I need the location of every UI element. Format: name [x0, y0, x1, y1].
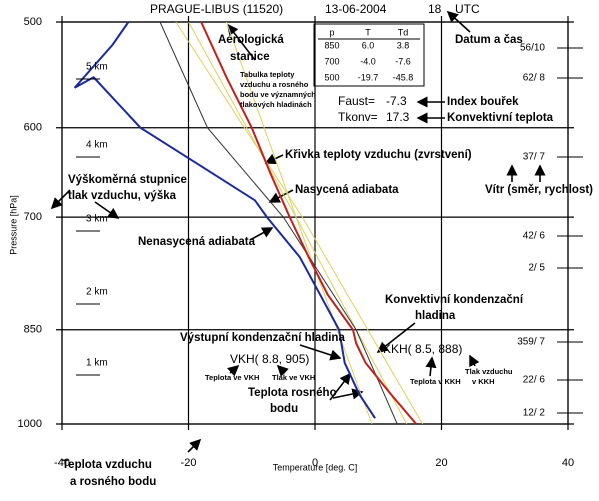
y-axis-label: Pressure [hPa]	[8, 195, 18, 255]
series-line	[73, 21, 376, 419]
annotation: tlak vzduchu, výška	[68, 190, 177, 202]
annotation: Index bouřek	[447, 96, 519, 108]
index-label: Tkonv=	[338, 110, 378, 124]
annotation: Křivka teploty vzduchu (zvrstvení)	[285, 149, 472, 161]
small-annotation: v KKH	[472, 377, 495, 386]
wind-label: 62/ 8	[523, 73, 546, 84]
index-value: -7.3	[386, 94, 407, 108]
table-cell: 3.8	[397, 40, 410, 50]
series-line	[200, 21, 417, 425]
small-annotation: tlakových hladinách	[240, 100, 312, 109]
annotation: Vítr (směr, rychlost)	[485, 184, 593, 196]
small-annotation: Teplota v KKH	[410, 377, 461, 386]
vkh-label: VKH( 8.8, 905)	[230, 352, 309, 366]
table-cell: 850	[324, 40, 339, 50]
small-annotation: Tlak ve VKH	[272, 373, 315, 382]
y-tick-label: 500	[24, 16, 42, 28]
header-timezone: UTC	[455, 2, 480, 16]
table-cell: -7.6	[395, 56, 411, 66]
annotation: hladina	[415, 310, 456, 322]
y-tick-label: 850	[24, 324, 42, 336]
series-line	[159, 21, 398, 425]
height-label: 1 km	[86, 358, 108, 369]
annotation: a rosného bodu	[70, 476, 156, 488]
small-annotation: Teplota ve VKH	[205, 373, 259, 382]
small-annotation: vzduchu a rosného	[240, 80, 309, 89]
small-annotation: Tabulka teploty	[240, 70, 295, 79]
height-label: 5 km	[86, 62, 108, 73]
header-title: PRAGUE-LIBUS (11520)	[150, 2, 283, 16]
table-header: Td	[398, 27, 409, 37]
wind-label: 359/ 7	[517, 337, 545, 348]
small-annotation: Tlak vzduchu	[465, 367, 513, 376]
annotation: stanice	[230, 51, 270, 63]
kkh-label: KKH( 8.5, 888)	[383, 342, 462, 356]
y-tick-label: 600	[24, 122, 42, 134]
annotation: Nenasycená adiabata	[138, 236, 256, 248]
table-header: p	[329, 27, 334, 37]
annotation: Aerologická	[218, 34, 284, 46]
annotation: Výstupní kondenzační hladina	[180, 332, 345, 344]
arrows	[50, 10, 546, 453]
table-box	[313, 23, 425, 87]
x-tick-label: -20	[181, 457, 197, 469]
table-cell: 500	[324, 72, 339, 82]
table-cell: -45.8	[393, 72, 414, 82]
table-cell: 700	[324, 56, 339, 66]
table-header: T	[365, 27, 371, 37]
header-hour: 18	[428, 2, 442, 16]
table-cell: -19.7	[358, 72, 379, 82]
height-label: 2 km	[86, 287, 108, 298]
index-value: 17.3	[386, 110, 410, 124]
annotation: Teplota rosného	[248, 387, 337, 399]
index-label: Faust=	[338, 94, 375, 108]
table-cell: -4.0	[360, 56, 376, 66]
x-tick-label: 20	[435, 457, 447, 469]
annotation: Nasycená adiabata	[295, 184, 399, 196]
annotation: bodu	[270, 403, 298, 415]
height-label: 4 km	[86, 140, 108, 151]
x-tick-label: -40	[54, 457, 70, 469]
wind-label: 2/ 5	[528, 263, 545, 274]
annotation: Konvektivní teplota	[447, 112, 554, 124]
wind-label: 12/ 2	[523, 408, 546, 419]
table-cell: 6.0	[362, 40, 375, 50]
series-line	[188, 21, 408, 425]
annotation: Konvektivní kondenzační	[385, 294, 524, 306]
x-tick-label: 0	[312, 457, 318, 469]
x-tick-label: 40	[562, 457, 574, 469]
annotation: Teplota vzduchu	[62, 459, 152, 471]
y-tick-label: 1000	[18, 418, 42, 430]
wind-label: 56/10	[520, 43, 545, 54]
annotation: Výškoměrná stupnice	[68, 174, 187, 186]
series-line	[175, 21, 423, 425]
wind-label: 22/ 6	[523, 375, 546, 386]
wind-label: 42/ 6	[523, 231, 546, 242]
small-annotation: bodu ve významných	[240, 90, 316, 99]
y-tick-label: 700	[24, 211, 42, 223]
height-label: 3 km	[86, 214, 108, 225]
header-date: 13-06-2004	[325, 2, 387, 16]
annotation: Datum a čas	[455, 34, 523, 46]
x-axis-label: Temperature [deg. C]	[273, 462, 358, 472]
wind-label: 37/ 7	[523, 152, 546, 163]
